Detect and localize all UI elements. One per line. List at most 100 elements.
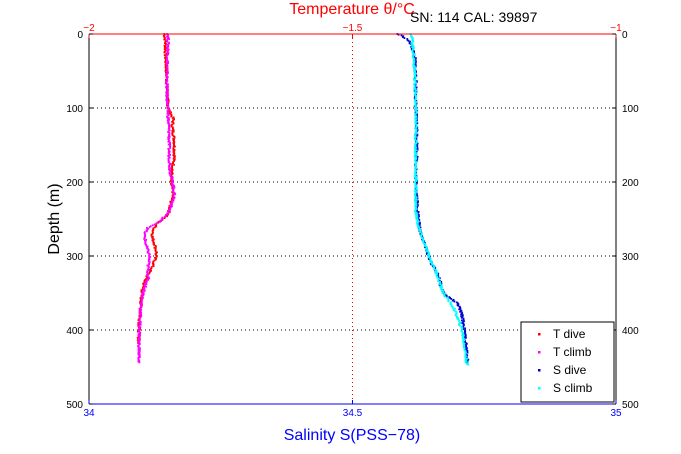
data-point [137,319,140,321]
data-point [143,281,146,284]
data-point [431,263,434,266]
data-point [139,323,142,326]
data-point [168,209,171,212]
data-point [170,168,173,171]
data-point [168,112,171,114]
data-point [461,312,464,315]
data-point [154,257,156,259]
data-point [166,56,168,59]
data-point [152,265,155,268]
data-point [426,249,429,252]
data-point [461,322,464,324]
data-point [138,314,141,317]
data-point [166,212,169,215]
data-point [414,87,416,90]
data-point [408,42,411,45]
data-point [456,316,458,319]
data-point [416,212,418,215]
data-point [143,290,146,292]
data-point [145,278,147,280]
data-point [169,147,172,149]
data-point [168,150,171,153]
data-point [164,66,167,69]
data-point [137,351,140,354]
data-point [428,258,430,260]
data-point [434,267,437,269]
data-point [152,260,155,263]
x-top-tick-label: −1 [610,23,622,34]
data-point [411,44,414,47]
data-point [154,249,157,252]
data-point [461,334,464,337]
y-right-tick-label: 200 [622,178,639,189]
data-point [147,265,150,268]
data-point [163,46,166,49]
data-point [139,332,141,335]
y-left-tick-label: 200 [66,178,83,189]
legend-marker [538,333,541,336]
data-point [467,362,469,364]
data-point [165,53,168,56]
data-point [164,215,166,218]
data-point [142,291,145,294]
data-point [167,34,169,37]
data-point [440,288,443,291]
data-point [140,302,142,304]
data-point [171,185,174,188]
data-point [167,60,169,63]
data-point [138,310,141,313]
data-point [463,337,465,340]
data-point [168,152,171,155]
data-point [160,220,162,222]
data-point [464,357,467,359]
data-point [171,187,174,189]
data-point [428,252,430,255]
data-point [140,306,143,309]
data-point [416,134,419,137]
data-point [172,143,175,146]
data-point [440,282,443,285]
data-point [413,64,416,67]
data-point [163,217,166,219]
data-point [152,263,155,266]
data-point [153,259,156,262]
data-point [413,174,416,177]
data-point [151,239,154,242]
data-point [411,48,414,51]
data-point [439,277,441,280]
data-point [416,142,419,145]
data-point [171,167,174,170]
data-point [172,122,175,125]
data-point [148,256,151,259]
data-point [440,280,443,283]
data-point [148,255,150,257]
chart-subtitle: SN: 114 CAL: 39897 [410,9,538,25]
data-point [171,191,174,194]
data-point [424,243,427,246]
data-point [403,37,406,39]
data-point [163,38,166,41]
data-point [166,40,169,43]
data-point [415,175,418,178]
data-point [137,325,140,328]
data-point [415,155,417,158]
data-point [138,321,141,324]
legend-label: T dive [553,327,586,341]
data-point [167,159,170,162]
data-point [429,258,432,261]
data-point [145,283,148,286]
data-point [413,88,415,91]
data-point [414,166,417,168]
data-point [146,251,149,254]
data-point [137,350,140,352]
data-point [414,127,416,130]
y-left-tick-label: 0 [77,30,83,41]
data-point [159,220,161,223]
data-point [139,326,142,329]
data-point [455,301,458,304]
data-point [166,85,169,87]
data-point [172,129,175,131]
data-point [168,155,170,158]
data-point [145,244,148,247]
